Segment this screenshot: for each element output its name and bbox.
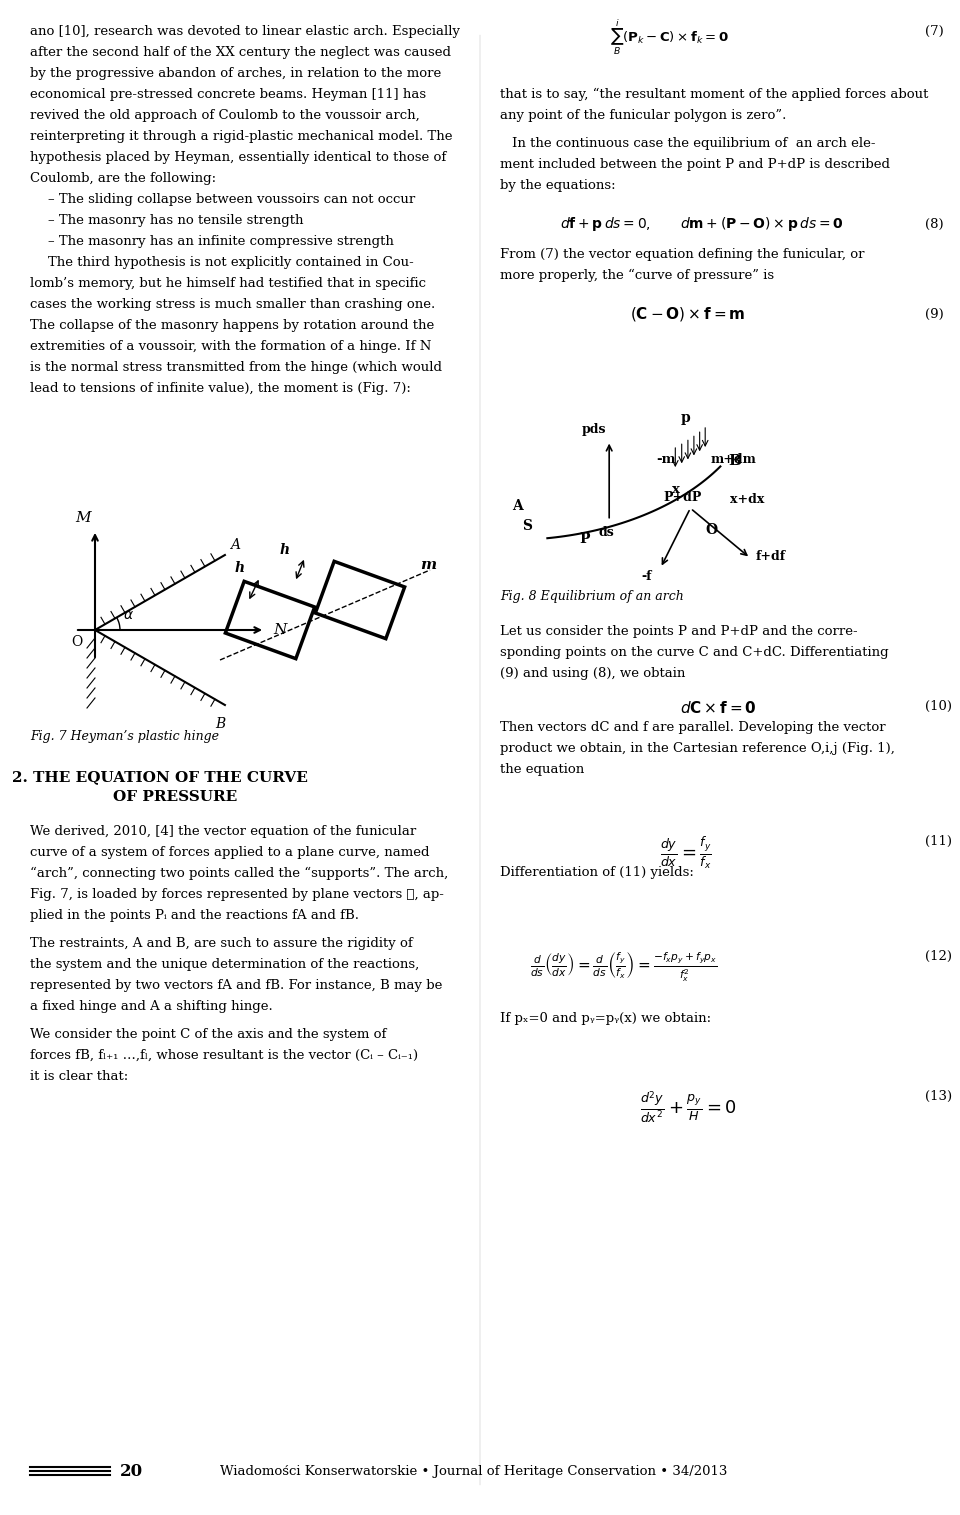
Text: ment included between the point P and P+dP is described: ment included between the point P and P+… [500,158,890,171]
Text: a fixed hinge and A a shifting hinge.: a fixed hinge and A a shifting hinge. [30,1000,273,1014]
Text: $\frac{dy}{dx} = \frac{f_y}{f_x}$: $\frac{dy}{dx} = \frac{f_y}{f_x}$ [660,835,711,871]
Text: The collapse of the masonry happens by rotation around the: The collapse of the masonry happens by r… [30,320,434,332]
Text: – The masonry has an infinite compressive strength: – The masonry has an infinite compressiv… [48,235,394,248]
Text: (13): (13) [925,1089,952,1103]
Text: From (7) the vector equation defining the funicular, or: From (7) the vector equation defining th… [500,248,865,261]
Text: revived the old approach of Coulomb to the voussoir arch,: revived the old approach of Coulomb to t… [30,109,420,123]
Text: extremities of a voussoir, with the formation of a hinge. If N: extremities of a voussoir, with the form… [30,339,431,353]
Text: Then vectors dC and f are parallel. Developing the vector: Then vectors dC and f are parallel. Deve… [500,721,886,733]
Text: it is clear that:: it is clear that: [30,1070,129,1083]
Text: f+df: f+df [756,550,785,562]
Text: m: m [420,558,436,573]
Text: (9) and using (8), we obtain: (9) and using (8), we obtain [500,667,685,680]
Text: Let us consider the points P and P+dP and the corre-: Let us consider the points P and P+dP an… [500,626,857,638]
Text: We consider the point C of the axis and the system of: We consider the point C of the axis and … [30,1029,386,1041]
Text: The third hypothesis is not explicitly contained in Cou-: The third hypothesis is not explicitly c… [48,256,414,270]
Text: by the progressive abandon of arches, in relation to the more: by the progressive abandon of arches, in… [30,67,442,80]
Text: “arch”, connecting two points called the “supports”. The arch,: “arch”, connecting two points called the… [30,867,448,880]
Text: ds: ds [598,526,614,539]
Text: B: B [215,717,225,732]
Text: curve of a system of forces applied to a plane curve, named: curve of a system of forces applied to a… [30,845,429,859]
Text: M: M [75,511,91,526]
Text: – The masonry has no tensile strength: – The masonry has no tensile strength [48,214,303,227]
Text: x: x [673,483,681,497]
Text: Fig. 8 Equilibrium of an arch: Fig. 8 Equilibrium of an arch [500,589,684,603]
Text: N: N [273,623,286,636]
Text: plied in the points Pᵢ and the reactions fA and fB.: plied in the points Pᵢ and the reactions… [30,909,359,923]
Text: represented by two vectors fA and fB. For instance, B may be: represented by two vectors fA and fB. Fo… [30,979,443,992]
Text: $d\mathbf{m} + (\mathbf{P}-\mathbf{O})\times\mathbf{p}\,ds = \mathbf{0}$: $d\mathbf{m} + (\mathbf{P}-\mathbf{O})\t… [680,215,844,233]
Text: economical pre-stressed concrete beams. Heyman [11] has: economical pre-stressed concrete beams. … [30,88,426,102]
Text: Fig. 7 Heyman’s plastic hinge: Fig. 7 Heyman’s plastic hinge [30,730,219,742]
Text: cases the working stress is much smaller than crashing one.: cases the working stress is much smaller… [30,298,435,311]
Text: – The sliding collapse between voussoirs can not occur: – The sliding collapse between voussoirs… [48,192,416,206]
Text: O: O [72,635,83,648]
Text: pds: pds [582,423,607,436]
Text: $\frac{d}{ds}\left(\frac{dy}{dx}\right) = \frac{d}{ds}\left(\frac{f_y}{f_x}\righ: $\frac{d}{ds}\left(\frac{dy}{dx}\right) … [530,950,717,983]
Text: O: O [706,523,717,538]
Text: P: P [579,532,589,545]
Text: A: A [512,500,522,514]
Text: more properly, the “curve of pressure” is: more properly, the “curve of pressure” i… [500,270,774,282]
Text: hypothesis placed by Heyman, essentially identical to those of: hypothesis placed by Heyman, essentially… [30,152,446,164]
Text: OF PRESSURE: OF PRESSURE [113,789,237,804]
Text: Wiadomości Konserwatorskie • Journal of Heritage Conservation • 34/2013: Wiadomości Konserwatorskie • Journal of … [220,1465,728,1477]
Text: $d\mathbf{C}\times\mathbf{f} = \mathbf{0}$: $d\mathbf{C}\times\mathbf{f} = \mathbf{0… [680,700,756,717]
Text: forces fB, fₗ₊₁ …,fₗ, whose resultant is the vector (Cᵢ – Cᵢ₋₁): forces fB, fₗ₊₁ …,fₗ, whose resultant is… [30,1048,419,1062]
Text: $d\mathbf{f} + \mathbf{p}\,ds = 0,$: $d\mathbf{f} + \mathbf{p}\,ds = 0,$ [560,215,651,233]
Text: (8): (8) [925,218,944,230]
Text: the system and the unique determination of the reactions,: the system and the unique determination … [30,957,420,971]
Text: P+dP: P+dP [663,491,702,504]
Text: (9): (9) [925,308,944,321]
Text: -f: -f [642,570,653,583]
Text: -m: -m [656,453,676,467]
Text: any point of the funicular polygon is zero”.: any point of the funicular polygon is ze… [500,109,786,123]
Text: the equation: the equation [500,764,585,776]
Text: sponding points on the curve C and C+dC. Differentiating: sponding points on the curve C and C+dC.… [500,645,889,659]
Text: We derived, 2010, [4] the vector equation of the funicular: We derived, 2010, [4] the vector equatio… [30,826,417,838]
Text: lead to tensions of infinite value), the moment is (Fig. 7):: lead to tensions of infinite value), the… [30,382,411,395]
Text: after the second half of the XX century the neglect was caused: after the second half of the XX century … [30,45,451,59]
Text: m+dm: m+dm [710,453,756,467]
Text: $\sum_{B}^{i}(\mathbf{P}_k - \mathbf{C})\times\mathbf{f}_k = \mathbf{0}$: $\sum_{B}^{i}(\mathbf{P}_k - \mathbf{C})… [610,18,729,58]
Text: (10): (10) [925,700,952,714]
Text: p: p [681,412,691,426]
Text: (11): (11) [925,835,952,848]
Text: that is to say, “the resultant moment of the applied forces about: that is to say, “the resultant moment of… [500,88,928,102]
Text: product we obtain, in the Cartesian reference O,i,j (Fig. 1),: product we obtain, in the Cartesian refe… [500,742,895,754]
Text: x+dx: x+dx [731,494,765,506]
Text: If pₓ=0 and pᵧ=pᵧ(x) we obtain:: If pₓ=0 and pᵧ=pᵧ(x) we obtain: [500,1012,711,1026]
Text: Fig. 7, is loaded by forces represented by plane vectors ℹ, ap-: Fig. 7, is loaded by forces represented … [30,888,444,901]
Text: $\frac{d^2y}{dx^2} + \frac{p_y}{H} = 0$: $\frac{d^2y}{dx^2} + \frac{p_y}{H} = 0$ [640,1089,736,1126]
Text: S: S [522,520,533,533]
Text: h: h [280,542,290,558]
Text: The restraints, A and B, are such to assure the rigidity of: The restraints, A and B, are such to ass… [30,936,413,950]
Text: B: B [729,454,741,468]
Text: Differentiation of (11) yields:: Differentiation of (11) yields: [500,867,694,879]
Text: $(\mathbf{C} - \mathbf{O})\times\mathbf{f} = \mathbf{m}$: $(\mathbf{C} - \mathbf{O})\times\mathbf{… [630,305,746,323]
Text: (7): (7) [925,26,944,38]
Text: Coulomb, are the following:: Coulomb, are the following: [30,173,216,185]
Text: In the continuous case the equilibrium of  an arch ele-: In the continuous case the equilibrium o… [512,136,876,150]
Text: by the equations:: by the equations: [500,179,615,192]
Text: h: h [235,561,245,576]
Text: (12): (12) [925,950,952,964]
Text: $\alpha$: $\alpha$ [123,608,134,623]
Text: A: A [229,538,240,551]
Text: lomb’s memory, but he himself had testified that in specific: lomb’s memory, but he himself had testif… [30,277,426,289]
Text: ano [10], research was devoted to linear elastic arch. Especially: ano [10], research was devoted to linear… [30,26,460,38]
Text: 2. THE EQUATION OF THE CURVE: 2. THE EQUATION OF THE CURVE [12,770,308,783]
Text: is the normal stress transmitted from the hinge (which would: is the normal stress transmitted from th… [30,361,442,374]
Text: reinterpreting it through a rigid-plastic mechanical model. The: reinterpreting it through a rigid-plasti… [30,130,452,142]
Text: 20: 20 [120,1462,143,1480]
